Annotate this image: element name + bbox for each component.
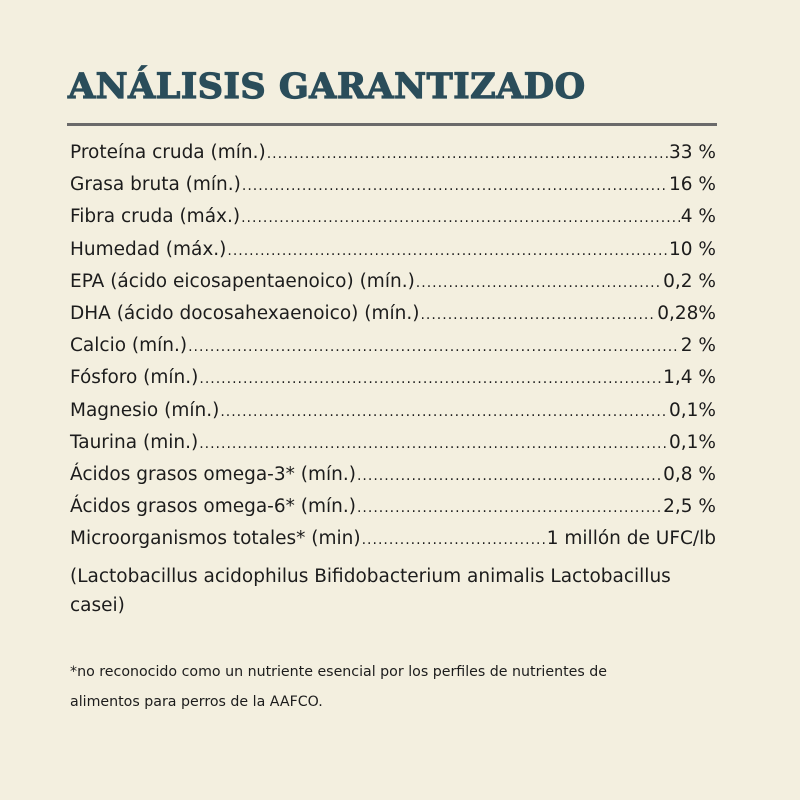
row-value: 1 millón de UFC/lb — [546, 528, 716, 550]
row-value: 16 % — [669, 174, 716, 196]
row-label: Ácidos grasos omega-6* (mín.) — [70, 496, 356, 518]
analysis-row: Microorganismos totales* (min) 1 millón … — [70, 528, 716, 560]
row-value: 1,4 % — [663, 367, 716, 389]
dot-leader — [220, 404, 668, 420]
row-value: 2,5 % — [663, 496, 716, 518]
analysis-row: Fibra cruda (máx.) 4 % — [70, 206, 716, 238]
analysis-row: Magnesio (mín.) 0,1% — [70, 400, 716, 432]
row-label: Humedad (máx.) — [70, 238, 227, 260]
dot-leader — [242, 178, 668, 194]
dot-leader — [241, 210, 680, 226]
row-value: 33 % — [669, 142, 716, 163]
dot-leader — [416, 275, 662, 291]
row-label: Taurina (min.) — [70, 431, 199, 453]
dot-leader — [227, 243, 668, 259]
row-label: Calcio (mín.) — [70, 335, 188, 357]
row-label: Fósforo (mín.) — [70, 367, 199, 389]
row-label: Proteína cruda (mín.) — [70, 142, 266, 163]
analysis-row: Taurina (min.) 0,1% — [70, 432, 716, 464]
analysis-list: Proteína cruda (mín.) 33 % Grasa bruta (… — [70, 142, 716, 560]
analysis-row: DHA (ácido docosahexaenoico) (mín.) 0,28… — [70, 303, 716, 335]
row-value: 2 % — [680, 335, 716, 357]
row-label: Microorganismos totales* (min) — [70, 528, 361, 550]
dot-leader — [357, 468, 662, 484]
row-label: DHA (ácido docosahexaenoico) (mín.) — [70, 302, 420, 324]
analysis-row: Fósforo (mín.) 1,4 % — [70, 367, 716, 399]
footnote-line: alimentos para perros de la AAFCO. — [70, 694, 323, 710]
analysis-row: Proteína cruda (mín.) 33 % — [70, 142, 716, 174]
title-divider — [67, 123, 717, 126]
analysis-row: Ácidos grasos omega-3* (mín.) 0,8 % — [70, 464, 716, 496]
analysis-row: Ácidos grasos omega-6* (mín.) 2,5 % — [70, 496, 716, 528]
page-title: ANÁLISIS GARANTIZADO — [67, 65, 586, 107]
row-label: Ácidos grasos omega-3* (mín.) — [70, 463, 356, 485]
row-value: 0,1% — [669, 431, 716, 453]
row-value: 0,28% — [657, 302, 716, 324]
dot-leader — [362, 532, 546, 548]
dot-leader — [420, 307, 656, 323]
footnote: *no reconocido como un nutriente esencia… — [70, 657, 730, 717]
row-value: 10 % — [669, 238, 716, 260]
row-label: EPA (ácido eicosapentaenoico) (mín.) — [70, 270, 415, 292]
strain-line: (Lactobacillus acidophilus Bifidobacteri… — [70, 566, 671, 587]
row-value: 0,1% — [669, 399, 716, 421]
row-label: Fibra cruda (máx.) — [70, 206, 241, 228]
row-label: Magnesio (mín.) — [70, 399, 220, 421]
dot-leader — [267, 146, 668, 162]
dot-leader — [188, 339, 680, 355]
row-value: 4 % — [680, 206, 716, 228]
dot-leader — [357, 500, 662, 516]
row-label: Grasa bruta (mín.) — [70, 174, 241, 196]
analysis-row: Calcio (mín.) 2 % — [70, 335, 716, 367]
dot-leader — [199, 436, 668, 452]
footnote-line: *no reconocido como un nutriente esencia… — [70, 664, 608, 680]
analysis-row: Grasa bruta (mín.) 16 % — [70, 174, 716, 206]
dot-leader — [199, 371, 662, 387]
analysis-row: EPA (ácido eicosapentaenoico) (mín.) 0,2… — [70, 271, 716, 303]
analysis-row: Humedad (máx.) 10 % — [70, 239, 716, 271]
strain-line: casei) — [70, 595, 125, 616]
strain-list: (Lactobacillus acidophilus Bifidobacteri… — [70, 562, 730, 620]
row-value: 0,8 % — [663, 463, 716, 485]
row-value: 0,2 % — [663, 270, 716, 292]
